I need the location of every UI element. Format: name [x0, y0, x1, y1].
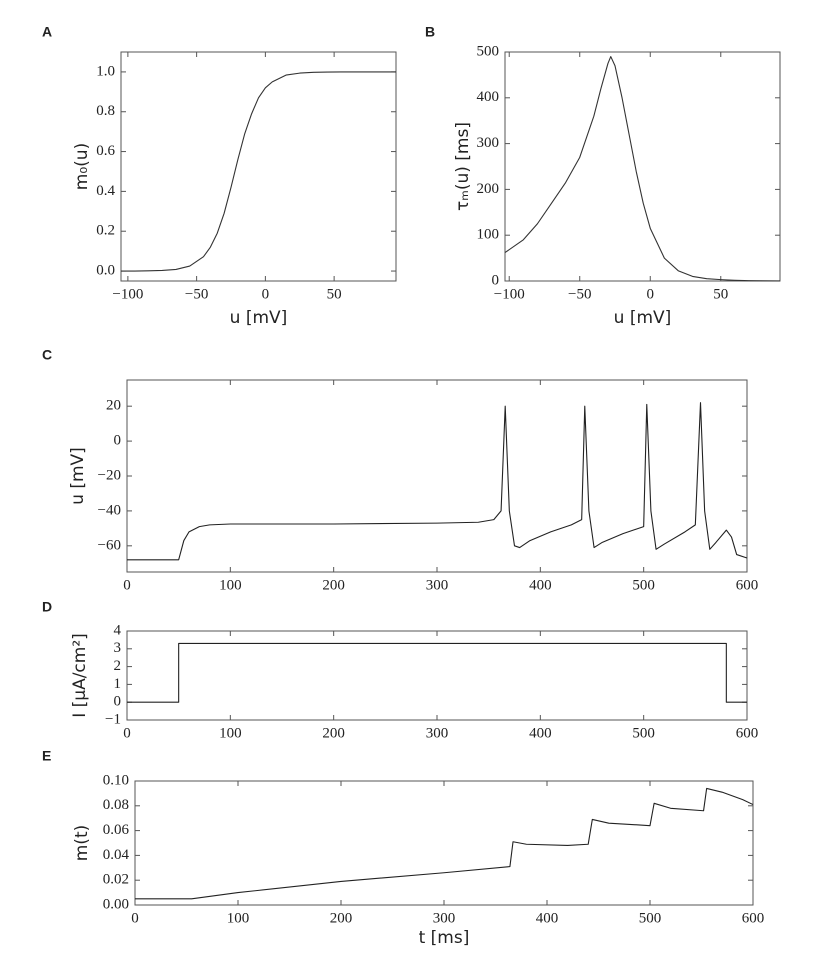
y-tick-label: 0.02 [103, 872, 129, 888]
y-tick-label: 0.4 [96, 183, 115, 199]
x-tick-label: 300 [426, 725, 449, 741]
y-tick-label: −60 [98, 537, 121, 553]
y-tick-label: 20 [106, 398, 121, 414]
y-tick-label: 0 [114, 694, 122, 710]
x-tick-label: −50 [185, 286, 208, 302]
y-tick-label: 100 [477, 227, 500, 243]
x-tick-label: 300 [433, 910, 456, 926]
plot-frame [126, 379, 748, 573]
y-tick-label: −20 [98, 467, 121, 483]
y-tick-label: 300 [477, 135, 500, 151]
x-tick-label: 500 [632, 577, 655, 593]
x-tick-label: 50 [713, 286, 728, 302]
y-tick-label: 3 [114, 640, 122, 656]
y-tick-label: 0.06 [103, 822, 130, 838]
x-tick-label: −100 [494, 286, 525, 302]
y-tick-label: 500 [477, 43, 500, 59]
y-tick-label: 400 [477, 89, 500, 105]
data-line [135, 787, 754, 900]
x-tick-label: 100 [227, 910, 250, 926]
plot-frame [126, 630, 748, 721]
x-tick-label: 50 [327, 286, 342, 302]
y-tick-label: 0.00 [103, 896, 129, 912]
data-line [127, 402, 748, 561]
x-axis-label: t [ms] [419, 928, 470, 948]
y-tick-label: 0.08 [103, 797, 129, 813]
x-tick-label: 400 [529, 577, 552, 593]
y-tick-label: 0.10 [103, 772, 129, 788]
x-tick-label: 600 [736, 725, 759, 741]
x-axis-label: u [mV] [614, 308, 672, 328]
y-tick-label: 1.0 [96, 63, 115, 79]
x-tick-label: 0 [262, 286, 270, 302]
plot-frame [504, 51, 781, 282]
y-tick-label: 1 [114, 676, 122, 692]
y-tick-label: 0 [114, 433, 122, 449]
panel-label: B [425, 24, 435, 40]
x-tick-label: 500 [632, 725, 655, 741]
y-axis-label: m(t) [72, 825, 92, 862]
data-line [504, 56, 781, 282]
x-tick-label: 200 [322, 725, 345, 741]
y-tick-label: 0.0 [96, 262, 115, 278]
panel-label: E [42, 748, 51, 764]
x-tick-label: 400 [536, 910, 559, 926]
y-tick-label: 2 [114, 658, 122, 674]
y-tick-label: 0.6 [96, 143, 115, 159]
x-tick-label: 0 [647, 286, 655, 302]
plot-frame [134, 780, 754, 906]
panel-label: C [42, 347, 52, 363]
x-tick-label: 200 [322, 577, 345, 593]
y-tick-label: −1 [105, 711, 121, 727]
data-line [121, 71, 396, 272]
y-axis-label: τₘ(u) [ms] [453, 122, 473, 211]
y-tick-label: −40 [98, 502, 121, 518]
x-tick-label: 100 [219, 725, 242, 741]
x-tick-label: 0 [123, 725, 131, 741]
y-tick-label: 0.04 [103, 847, 130, 863]
x-tick-label: 200 [330, 910, 353, 926]
x-tick-label: 0 [131, 910, 139, 926]
data-line [127, 642, 747, 703]
y-axis-label: m₀(u) [72, 143, 92, 190]
y-tick-label: 0 [492, 272, 500, 288]
x-tick-label: 500 [639, 910, 662, 926]
plot-frame [120, 51, 397, 282]
x-tick-label: 0 [123, 577, 131, 593]
x-tick-label: 600 [736, 577, 759, 593]
x-tick-label: 600 [742, 910, 765, 926]
y-tick-label: 200 [477, 181, 500, 197]
y-tick-label: 0.8 [96, 103, 115, 119]
y-axis-label: I [μA/cm²] [70, 633, 90, 718]
x-tick-label: 300 [426, 577, 449, 593]
y-tick-label: 4 [114, 622, 122, 638]
x-tick-label: 100 [219, 577, 242, 593]
y-axis-label: u [mV] [68, 447, 88, 505]
x-axis-label: u [mV] [230, 308, 288, 328]
panel-label: A [42, 24, 52, 40]
panel-label: D [42, 599, 52, 615]
y-tick-label: 0.2 [96, 223, 115, 239]
x-tick-label: 400 [529, 725, 552, 741]
x-tick-label: −50 [568, 286, 591, 302]
x-tick-label: −100 [112, 286, 143, 302]
